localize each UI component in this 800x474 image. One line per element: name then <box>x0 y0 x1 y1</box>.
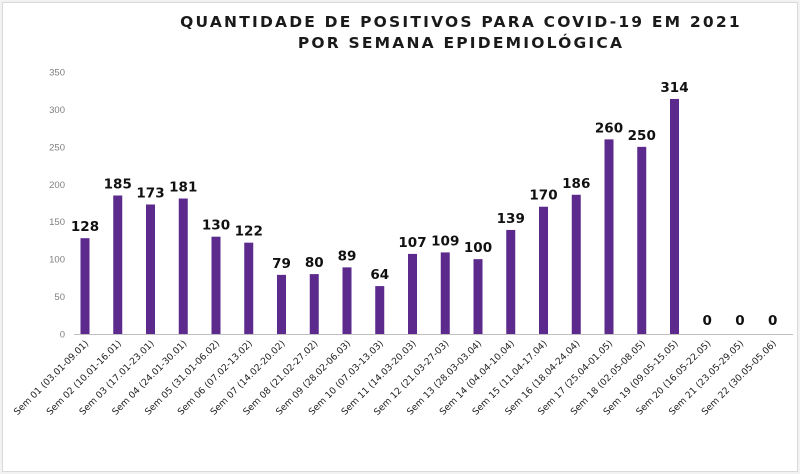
bar <box>146 204 155 334</box>
bar <box>113 195 123 334</box>
chart-title-line-2: POR SEMANA EPIDEMIOLÓGICA <box>298 33 624 52</box>
bar <box>375 286 385 334</box>
data-label: 181 <box>169 180 197 196</box>
bar <box>342 267 352 334</box>
y-tick-label: 300 <box>49 105 65 116</box>
bar <box>571 194 581 334</box>
data-label: 250 <box>628 128 656 144</box>
bar <box>506 229 516 334</box>
bar <box>539 206 548 334</box>
data-label: 185 <box>104 177 132 193</box>
y-tick-label: 250 <box>49 142 65 153</box>
bar <box>211 236 221 334</box>
bar <box>440 252 450 334</box>
bar <box>604 139 614 334</box>
chart-title-line-1: QUANTIDADE DE POSITIVOS PARA COVID-19 EM… <box>180 13 742 31</box>
data-label: 128 <box>71 219 99 235</box>
data-label: 100 <box>464 240 492 256</box>
data-label: 109 <box>431 233 459 249</box>
data-label: 173 <box>136 185 164 201</box>
data-label: 0 <box>768 313 777 329</box>
data-label: 89 <box>338 248 357 264</box>
y-tick-label: 0 <box>60 330 65 341</box>
data-label: 170 <box>529 188 557 204</box>
bar <box>80 238 90 334</box>
y-tick-label: 350 <box>49 68 65 79</box>
data-label: 314 <box>660 80 688 96</box>
bar <box>178 198 188 334</box>
bar <box>309 274 319 334</box>
data-label: 80 <box>305 255 324 271</box>
data-label: 107 <box>398 235 426 251</box>
bar <box>473 259 483 334</box>
data-label: 79 <box>272 256 291 272</box>
data-label: 0 <box>703 313 712 329</box>
bar <box>277 274 286 334</box>
bar <box>670 98 679 334</box>
data-label: 0 <box>735 313 744 329</box>
bar <box>408 253 417 334</box>
bar <box>244 242 254 334</box>
y-tick-label: 100 <box>49 255 65 266</box>
y-tick-label: 50 <box>54 292 65 303</box>
y-tick-label: 150 <box>49 217 65 228</box>
bar-chart: QUANTIDADE DE POSITIVOS PARA COVID-19 EM… <box>12 13 793 418</box>
y-tick-label: 200 <box>49 180 65 191</box>
data-label: 64 <box>370 267 389 283</box>
data-label: 130 <box>202 218 230 234</box>
bar <box>637 146 647 334</box>
data-label: 139 <box>497 211 525 227</box>
data-label: 260 <box>595 120 623 136</box>
data-label: 186 <box>562 176 590 192</box>
data-label: 122 <box>235 224 263 240</box>
